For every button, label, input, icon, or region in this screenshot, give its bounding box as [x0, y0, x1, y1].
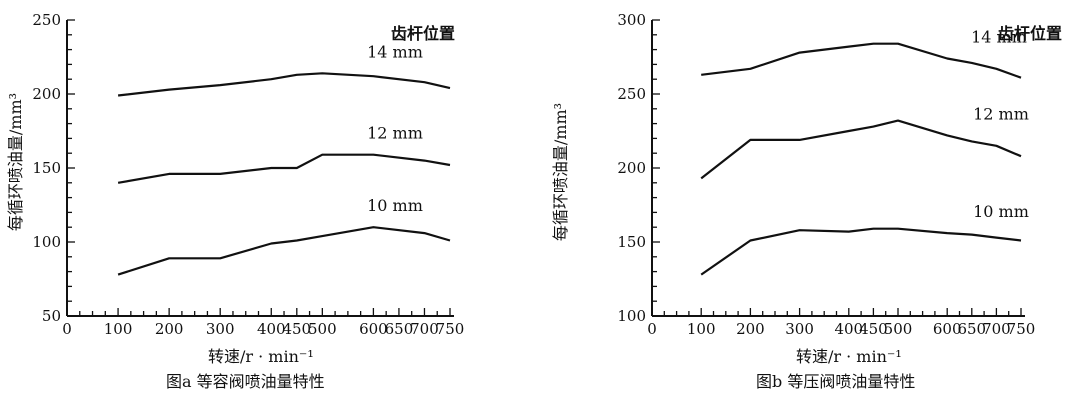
chart-a-x-tick-label: 700: [410, 320, 439, 338]
chart-a-x-tick-label: 400: [257, 320, 286, 338]
chart-b-caption: 图b 等压阀喷油量特性: [756, 372, 916, 391]
chart-a-x-tick-label: 500: [308, 320, 337, 338]
chart-a-x-tick-label: 600: [359, 320, 388, 338]
chart-b-series-label: 10 mm: [973, 202, 1029, 221]
chart-b-xlabel: 转速/r · min⁻¹: [796, 347, 902, 366]
chart-a-x-tick-label: 450: [282, 320, 311, 338]
chart-b-series-label: 14 mm: [971, 27, 1027, 46]
chart-b-x-tick-label: 750: [1007, 320, 1036, 338]
chart-a-series-label: 12 mm: [367, 124, 423, 143]
chart-b-x-tick-label: 400: [834, 320, 863, 338]
chart-b-x-tick-label: 700: [982, 320, 1011, 338]
chart-b-x-tick-label: 0: [647, 320, 657, 338]
chart-a-y-tick-label: 150: [32, 159, 61, 177]
chart-a-series-label: 10 mm: [367, 196, 423, 215]
chart-b-x-tick-label: 300: [785, 320, 814, 338]
chart-a: 50 100 150 200 250 0 100 200 300 400 450 500 600 650 7…: [6, 11, 465, 391]
chart-a-y-tick-label: 100: [32, 233, 61, 251]
chart-b-y-tick-label: 100: [617, 307, 646, 325]
chart-b-legend-title: 齿杆位置: [998, 24, 1063, 43]
chart-b-series-line-12mm: [700, 119, 1022, 180]
chart-a-series-line-14mm: [117, 72, 451, 97]
chart-a-x-tick-label: 300: [206, 320, 235, 338]
chart-a-ylabel: 每循环喷油量/mm³: [6, 92, 26, 232]
chart-b-series-line-10mm: [700, 227, 1022, 276]
chart-a-x-tick-label: 200: [155, 320, 184, 338]
chart-a-x-tick-label: 0: [62, 320, 72, 338]
chart-b-x-tick-label: 200: [736, 320, 765, 338]
chart-a-y-tick-label: 50: [42, 307, 61, 325]
chart-b-x-tick-label: 500: [884, 320, 913, 338]
chart-a-legend-title: 齿杆位置: [391, 24, 456, 43]
chart-a-series-line-10mm: [117, 226, 451, 276]
chart-b-y-tick-label: 250: [617, 85, 646, 103]
chart-a-x-tick-label: 750: [436, 320, 465, 338]
chart-b: 100 150 200 250 300 0 100 200 300 400 450 500 600 650…: [540, 0, 1080, 400]
chart-a-x-tick-label: 650: [385, 320, 414, 338]
chart-b-x-tick-label: 100: [687, 320, 716, 338]
chart-a-xlabel: 转速/r · min⁻¹: [208, 347, 314, 366]
chart-b-series-label: 12 mm: [973, 104, 1029, 123]
chart-b-y-tick-label: 200: [617, 159, 646, 177]
chart-b-ylabel: 每循环喷油量/mm³: [551, 102, 571, 242]
chart-b-x-tick-label: 600: [933, 320, 962, 338]
chart-a-caption: 图a 等容阀喷油量特性: [166, 372, 325, 391]
chart-b-series-line-14mm: [701, 42, 1022, 79]
chart-a-series-label: 14 mm: [367, 42, 423, 61]
chart-a-series-line-12mm: [117, 153, 451, 184]
chart-b-y-tick-label: 300: [617, 11, 646, 29]
chart-b-y-tick-label: 150: [617, 233, 646, 251]
chart-a-y-tick-label: 250: [32, 11, 61, 29]
chart-b-x-tick-label: 650: [957, 320, 986, 338]
chart-a-x-tick-label: 100: [104, 320, 133, 338]
chart-a-y-tick-label: 200: [32, 85, 61, 103]
chart-b-x-tick-label: 450: [859, 320, 888, 338]
